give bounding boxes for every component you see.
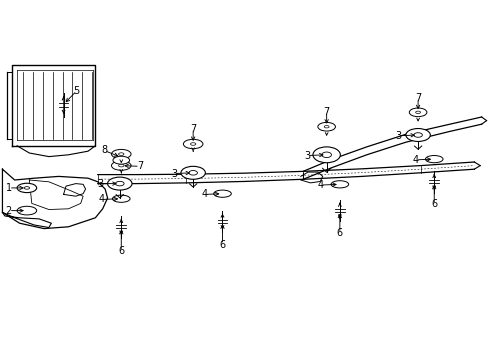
Ellipse shape <box>119 164 124 167</box>
Text: 4: 4 <box>412 155 418 165</box>
Text: 2: 2 <box>6 206 12 216</box>
Ellipse shape <box>119 153 124 156</box>
Text: 3: 3 <box>171 168 177 179</box>
Ellipse shape <box>321 152 331 158</box>
Ellipse shape <box>115 181 124 186</box>
Text: 4: 4 <box>317 180 323 190</box>
Text: 4: 4 <box>201 189 207 199</box>
Text: 6: 6 <box>219 240 225 250</box>
Ellipse shape <box>408 108 426 117</box>
Ellipse shape <box>425 156 442 163</box>
Text: 5: 5 <box>74 86 80 96</box>
Text: 3: 3 <box>395 131 401 141</box>
Text: 7: 7 <box>414 93 420 103</box>
Ellipse shape <box>17 183 37 193</box>
Ellipse shape <box>415 111 420 113</box>
Ellipse shape <box>413 133 422 137</box>
Ellipse shape <box>188 171 197 175</box>
Text: 6: 6 <box>430 199 436 210</box>
Ellipse shape <box>330 181 348 188</box>
Ellipse shape <box>113 156 129 164</box>
Ellipse shape <box>317 122 335 131</box>
Ellipse shape <box>112 195 130 202</box>
Ellipse shape <box>181 166 205 179</box>
Ellipse shape <box>17 206 37 215</box>
Text: 7: 7 <box>323 107 329 117</box>
Ellipse shape <box>24 186 29 189</box>
Text: 1: 1 <box>6 183 12 193</box>
Ellipse shape <box>312 147 340 163</box>
Text: 3: 3 <box>97 179 103 189</box>
Text: 8: 8 <box>101 145 107 156</box>
Ellipse shape <box>107 177 132 190</box>
Text: 6: 6 <box>118 246 124 256</box>
Ellipse shape <box>190 143 195 145</box>
Ellipse shape <box>183 139 203 149</box>
Text: 4: 4 <box>99 194 104 204</box>
Text: 6: 6 <box>336 228 342 238</box>
Text: 7: 7 <box>137 161 142 171</box>
Text: 3: 3 <box>304 150 309 161</box>
Ellipse shape <box>324 126 328 128</box>
Ellipse shape <box>111 161 131 170</box>
Ellipse shape <box>111 149 131 159</box>
Text: 7: 7 <box>190 124 196 134</box>
Ellipse shape <box>405 129 429 141</box>
Ellipse shape <box>213 190 231 197</box>
